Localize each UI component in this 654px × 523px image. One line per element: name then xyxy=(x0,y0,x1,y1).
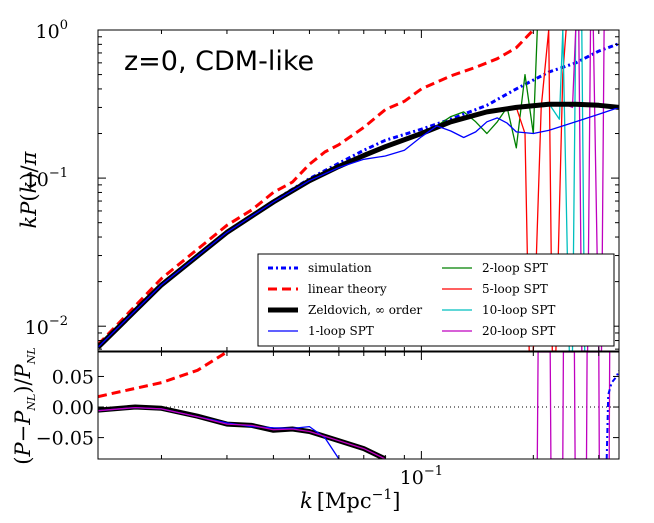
top-series-simulation xyxy=(98,42,619,348)
bottom-panel-series xyxy=(98,352,619,459)
bottom-series-linear-theory xyxy=(98,352,228,399)
legend-label-linear-theory: linear theory xyxy=(308,282,387,296)
legend-label-2-loop-spt: 2-loop SPT xyxy=(482,261,548,275)
x-axis-label: k [Mpc−1] xyxy=(300,487,400,513)
top-series-linear-theory xyxy=(98,30,535,346)
axis-ticks: 10−2 10−1 100 10−1 0.05 0.00 −0.05 xyxy=(25,18,619,489)
legend: simulation linear theory Zeldovich, ∞ orde… xyxy=(257,253,615,347)
x-axis-label-symbol: k xyxy=(300,489,313,513)
legend-label-simulation: simulation xyxy=(308,261,372,275)
top-y-tick-label: 10−1 xyxy=(25,166,68,191)
legend-label-10-loop-spt: 10-loop SPT xyxy=(482,303,555,317)
bottom-y-tick-label: −0.05 xyxy=(36,428,94,450)
bottom-y-axis-label: (P−PNL)/PNL xyxy=(11,347,38,464)
bottom-panel-frame xyxy=(97,351,620,460)
legend-label-zeldovich-order: Zeldovich, ∞ order xyxy=(308,303,422,317)
bottom-series-20-loop-spt xyxy=(98,406,386,459)
x-axis-label-unit: [Mpc xyxy=(317,489,372,513)
top-panel-frame xyxy=(97,29,620,352)
bottom-y-tick-label: 0.00 xyxy=(52,397,94,419)
legend-label-20-loop-spt: 20-loop SPT xyxy=(482,324,555,338)
legend-box xyxy=(257,253,615,347)
bottom-series-simulation xyxy=(605,369,619,459)
top-series-1-loop-spt xyxy=(98,106,619,348)
top-panel-series xyxy=(98,30,619,351)
x-axis-label-exponent: −1 xyxy=(372,487,393,503)
bottom-series-1-loop-spt xyxy=(98,406,340,459)
legend-label-1-loop-spt: 1-loop SPT xyxy=(308,324,374,338)
top-y-tick-label: 100 xyxy=(36,18,68,43)
bottom-series-zeldovich-order xyxy=(98,404,387,459)
x-axis-label-close: ] xyxy=(392,489,400,513)
top-y-tick-label: 10−2 xyxy=(25,314,68,339)
bottom-series-20-loop-spt-spikes xyxy=(536,352,611,459)
top-y-axis-label: kP(k)/π xyxy=(17,150,41,228)
x-tick-label: 10−1 xyxy=(400,464,443,489)
legend-label-5-loop-spt: 5-loop SPT xyxy=(482,282,548,296)
bottom-y-tick-label: 0.05 xyxy=(52,366,94,388)
panel-annotation: z=0, CDM-like xyxy=(124,46,314,77)
